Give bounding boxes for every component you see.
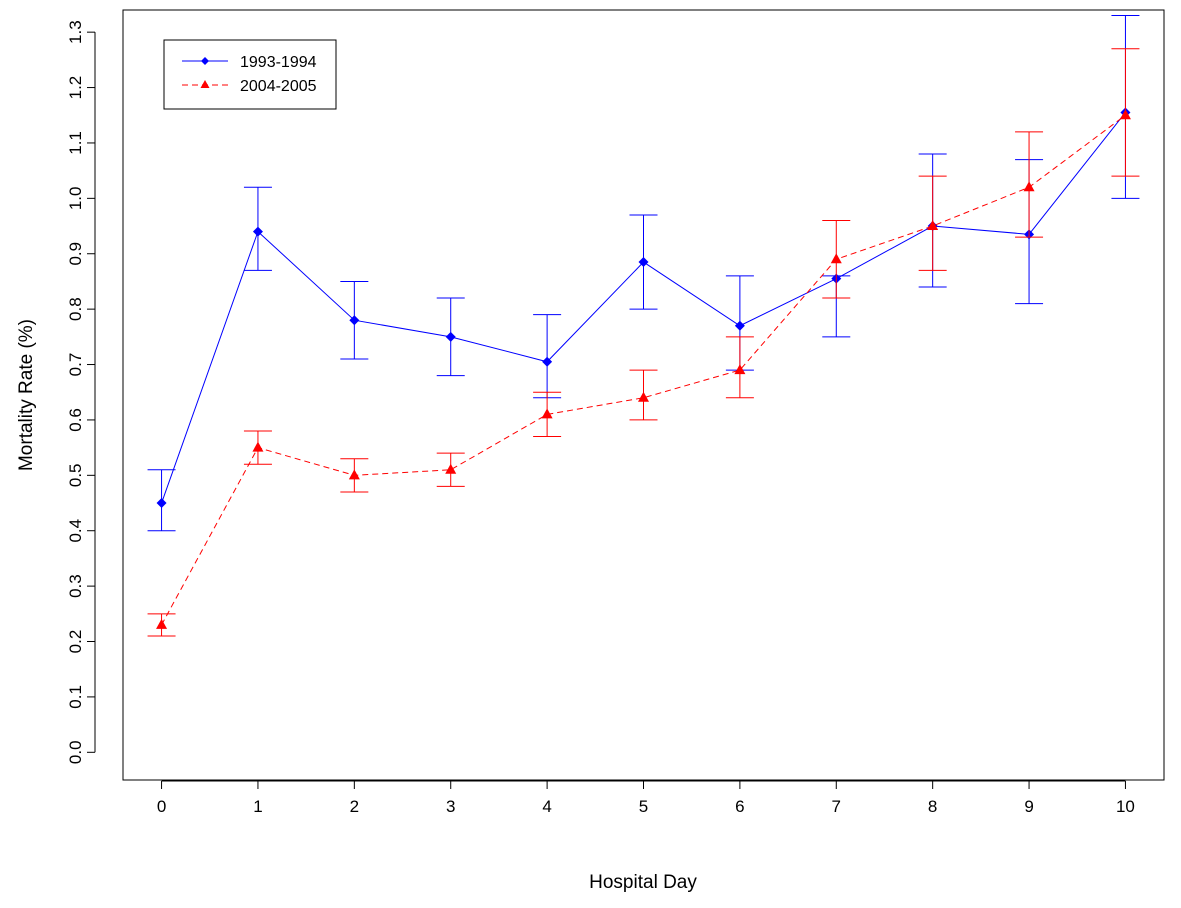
legend-marker	[200, 80, 210, 88]
x-tick-label: 5	[639, 797, 648, 816]
x-tick-label: 10	[1116, 797, 1135, 816]
y-tick-label: 0.9	[66, 242, 85, 266]
x-tick-label: 2	[350, 797, 359, 816]
series-1993-1994	[147, 15, 1140, 532]
y-tick-label: 0.7	[66, 353, 85, 377]
data-point	[445, 331, 456, 342]
x-axis-title: Hospital Day	[589, 872, 697, 893]
data-point	[348, 469, 360, 480]
x-tick-label: 3	[446, 797, 455, 816]
data-point	[638, 257, 649, 268]
x-tick-label: 0	[157, 797, 166, 816]
series-line	[161, 114, 1126, 626]
data-point	[156, 498, 167, 509]
data-point	[541, 408, 553, 419]
data-point	[1023, 181, 1035, 192]
data-point	[445, 463, 457, 474]
data-point	[927, 220, 939, 231]
data-point	[638, 391, 649, 402]
data-point	[252, 441, 264, 452]
data-point	[542, 356, 553, 367]
y-tick-label: 0.4	[66, 519, 85, 543]
plot-frame	[122, 9, 1165, 781]
legend-label: 1993-1994	[240, 54, 317, 71]
y-tick-label: 0.0	[66, 740, 85, 764]
x-tick-label: 4	[542, 797, 551, 816]
x-axis: 0 1 2 3 4 5 6 7 8 9 10	[157, 780, 1135, 816]
y-tick-label: 0.5	[66, 464, 85, 488]
x-tick-label: 7	[832, 797, 841, 816]
data-point	[156, 618, 168, 629]
x-tick-label: 9	[1024, 797, 1033, 816]
y-tick-label: 1.3	[66, 20, 85, 44]
data-point	[252, 226, 263, 237]
x-tick-label: 8	[928, 797, 937, 816]
series-2004-2005	[147, 48, 1140, 637]
legend: 1993-1994 2004-2005	[163, 39, 337, 110]
data-point	[1119, 109, 1131, 120]
data-point	[349, 315, 360, 326]
y-tick-label: 0.6	[66, 408, 85, 432]
data-point	[734, 320, 745, 331]
y-tick-label: 0.3	[66, 574, 85, 598]
data-point	[830, 253, 842, 264]
x-tick-label: 1	[253, 797, 262, 816]
y-axis-title: Mortality Rate (%)	[16, 319, 37, 471]
y-tick-label: 1.2	[66, 76, 85, 100]
legend-label: 2004-2005	[240, 78, 317, 95]
data-point	[734, 364, 746, 375]
y-tick-label: 0.1	[66, 685, 85, 709]
y-tick-label: 1.1	[66, 131, 85, 155]
y-tick-label: 1.0	[66, 187, 85, 211]
legend-marker	[201, 57, 209, 65]
legend-box	[163, 39, 337, 110]
y-axis: 0.0 0.1 0.2 0.3 0.4 0.5 0.6 0.7 0.8 0.9 1.0 1.1 1.2 1…	[66, 20, 96, 764]
y-tick-label: 0.8	[66, 297, 85, 321]
y-tick-label: 0.2	[66, 630, 85, 654]
series-layer	[147, 15, 1140, 637]
x-tick-label: 6	[735, 797, 744, 816]
